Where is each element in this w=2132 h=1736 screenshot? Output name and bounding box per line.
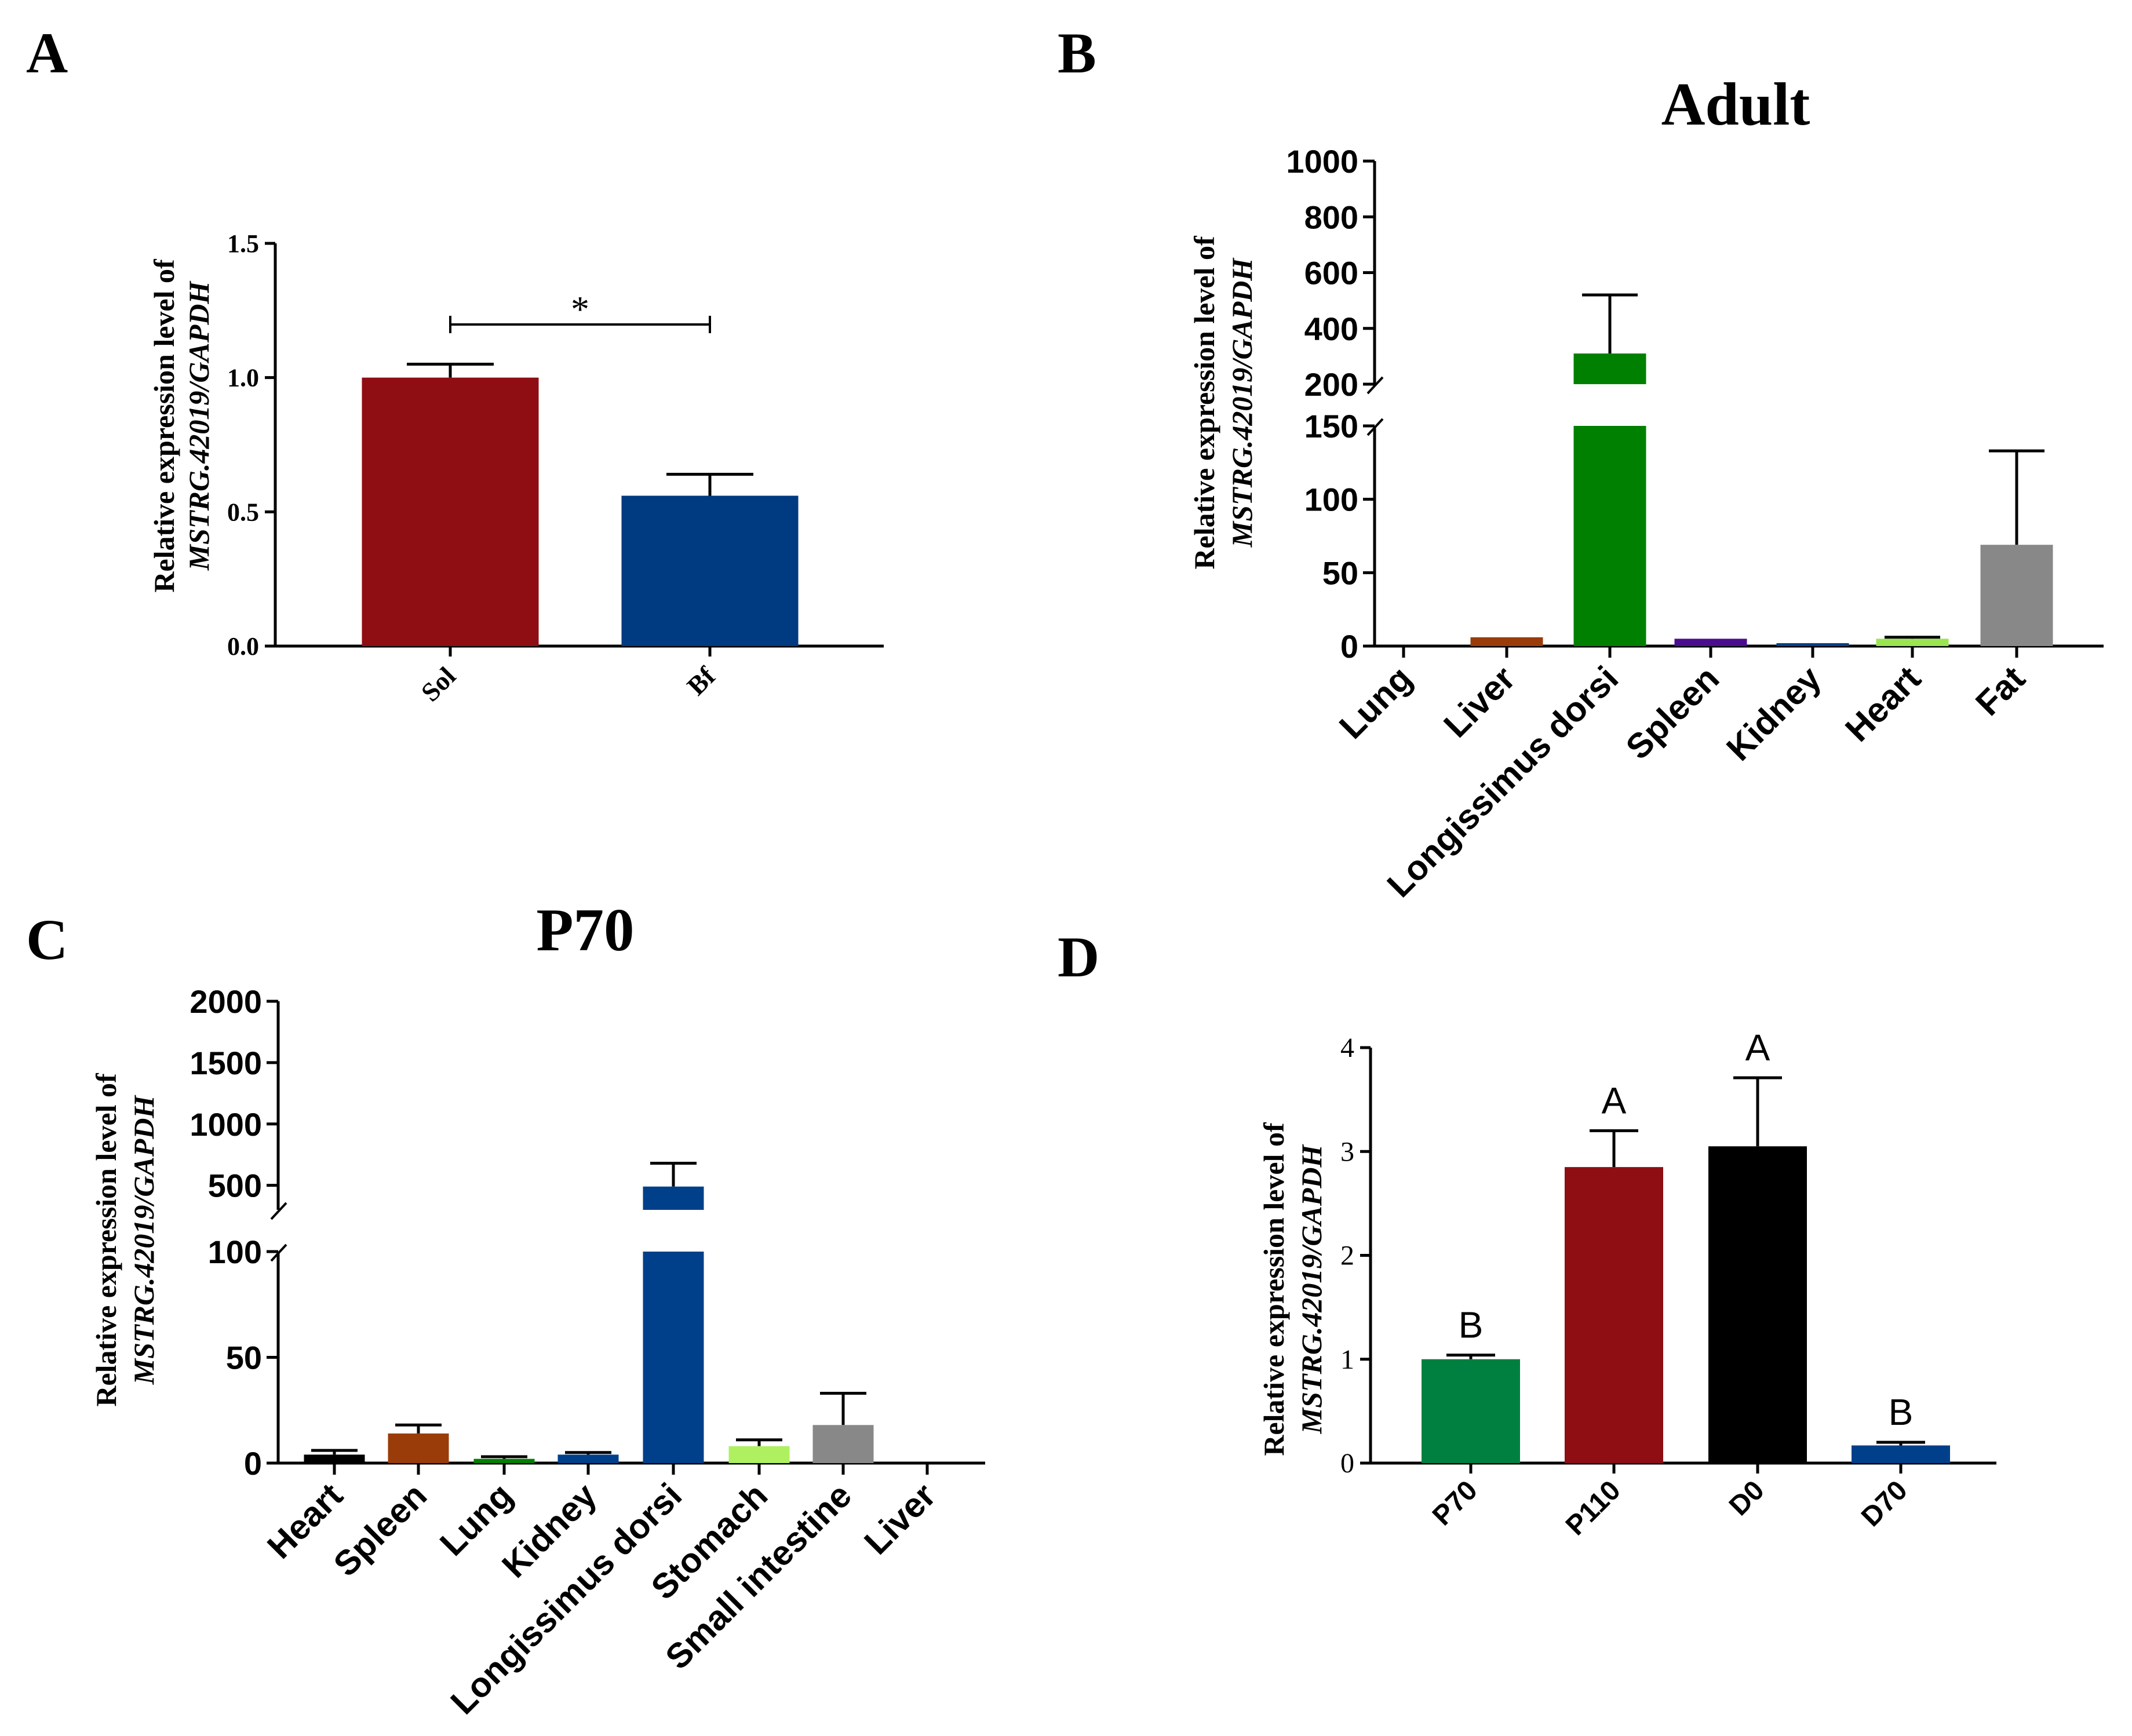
- bar-stomach: [728, 1446, 790, 1463]
- bar-heart: [304, 1454, 365, 1463]
- axis-break-mark: [270, 1202, 287, 1220]
- y-tick-label: 1000: [1286, 143, 1358, 180]
- y-tick-label: 400: [1304, 311, 1358, 347]
- y-tick-label: 600: [1304, 255, 1358, 291]
- bar-spleen: [388, 1433, 449, 1463]
- bar-fat: [1980, 545, 2053, 646]
- y-tick-label: 50: [1322, 555, 1358, 591]
- bar-sol: [362, 377, 539, 646]
- bar-p70: [1422, 1359, 1520, 1463]
- y-axis-label-d: Relative expression level of: [1258, 1122, 1290, 1456]
- x-tick-label: P70: [1427, 1475, 1484, 1531]
- x-tick-label: Fat: [1968, 659, 2032, 723]
- y-tick-label: 1: [1340, 1344, 1354, 1375]
- y-axis-label-a-gene: MSTRG.42019/GAPDH: [183, 280, 215, 571]
- bar-kidney: [1776, 643, 1849, 646]
- y-tick-label: 0: [244, 1445, 262, 1482]
- axis-break-mark: [270, 1243, 287, 1262]
- y-axis-label-d-gene: MSTRG.42019/GAPDH: [1295, 1144, 1328, 1435]
- bar-p110: [1565, 1167, 1663, 1463]
- bar-d0: [1708, 1146, 1807, 1463]
- significance-letter: B: [1459, 1304, 1484, 1346]
- panel-c-chart: 050100500100015002000HeartSpleenLungKidn…: [189, 983, 985, 1722]
- y-tick-label: 3: [1340, 1136, 1354, 1167]
- y-axis-label-c-gene: MSTRG.42019/GAPDH: [127, 1095, 160, 1385]
- y-axis-label-b-gene: MSTRG.42019/GAPDH: [1226, 257, 1258, 548]
- y-tick-label: 1000: [189, 1106, 262, 1143]
- x-tick-label: Liver: [1436, 659, 1522, 745]
- bar-bf: [621, 495, 799, 646]
- y-tick-label: 4: [1340, 1033, 1354, 1063]
- y-axis-label-a: Relative expression level of: [148, 258, 180, 593]
- y-tick-label: 1500: [189, 1045, 262, 1081]
- x-tick-label: P110: [1560, 1475, 1627, 1541]
- x-tick-label: Bf: [681, 661, 721, 701]
- bar-small-intestine: [812, 1425, 874, 1463]
- bar-longissimus-dorsi-upper: [643, 1186, 704, 1210]
- y-tick-label: 800: [1304, 199, 1358, 235]
- bar-spleen: [1674, 639, 1747, 646]
- y-axis-label-b: Relative expression level of: [1188, 235, 1220, 570]
- y-axis-label-c: Relative expression level of: [90, 1073, 122, 1407]
- x-tick-label: Lung: [1332, 659, 1419, 746]
- bar-lung: [473, 1458, 535, 1463]
- bar-longissimus-dorsi-upper: [1573, 353, 1646, 384]
- x-tick-label: Kidney: [1719, 658, 1828, 768]
- significance-letter: B: [1889, 1391, 1914, 1433]
- significance-letter: A: [1745, 1027, 1770, 1068]
- bar-liver: [1470, 637, 1543, 646]
- significance-star: *: [571, 289, 589, 330]
- y-tick-label: 0.0: [227, 632, 259, 661]
- y-tick-label: 0.5: [227, 498, 259, 526]
- x-tick-label: D70: [1856, 1475, 1914, 1533]
- panel-letter-a: A: [26, 21, 68, 85]
- chart-title-b: Adult: [1661, 70, 1810, 138]
- y-tick-label: 0: [1340, 628, 1358, 665]
- x-tick-label: Sol: [416, 661, 461, 707]
- x-tick-label: Liver: [857, 1476, 943, 1562]
- axis-break-mark: [1366, 376, 1384, 395]
- y-tick-label: 50: [226, 1340, 262, 1376]
- bar-kidney: [557, 1454, 619, 1463]
- y-tick-label: 100: [208, 1234, 262, 1270]
- y-tick-label: 2000: [189, 983, 262, 1020]
- x-tick-label: Spleen: [326, 1476, 434, 1584]
- x-tick-label: Heart: [1838, 659, 1928, 749]
- y-tick-label: 0: [1340, 1448, 1354, 1479]
- y-tick-label: 2: [1340, 1241, 1354, 1271]
- panel-letter-c: C: [26, 907, 68, 972]
- y-tick-label: 200: [1304, 366, 1358, 403]
- panel-letter-d: D: [1058, 925, 1099, 989]
- bar-lung: [1367, 644, 1440, 647]
- chart-title-c: P70: [536, 896, 634, 964]
- bar-d70: [1852, 1445, 1950, 1463]
- bar-longissimus-dorsi: [1573, 426, 1646, 646]
- axis-break-mark: [1366, 418, 1384, 436]
- significance-letter: A: [1602, 1079, 1627, 1121]
- bar-longissimus-dorsi: [643, 1252, 704, 1463]
- panel-a-chart: 0.0 0.5 1.0 1.5 Sol Bf *: [227, 229, 884, 707]
- x-tick-label: Spleen: [1619, 659, 1726, 767]
- x-tick-label: D0: [1723, 1475, 1770, 1522]
- y-tick-label: 100: [1304, 482, 1358, 518]
- y-tick-label: 500: [208, 1168, 262, 1204]
- y-tick-label: 1.5: [227, 229, 259, 258]
- y-tick-label: 1.0: [227, 364, 259, 392]
- y-tick-label: 150: [1304, 408, 1358, 444]
- panel-d-chart: 0 1 2 3 4 B P70 A P110 A D0 B D70: [1340, 1027, 1996, 1541]
- panel-letter-b: B: [1058, 21, 1096, 85]
- bar-heart: [1876, 639, 1949, 646]
